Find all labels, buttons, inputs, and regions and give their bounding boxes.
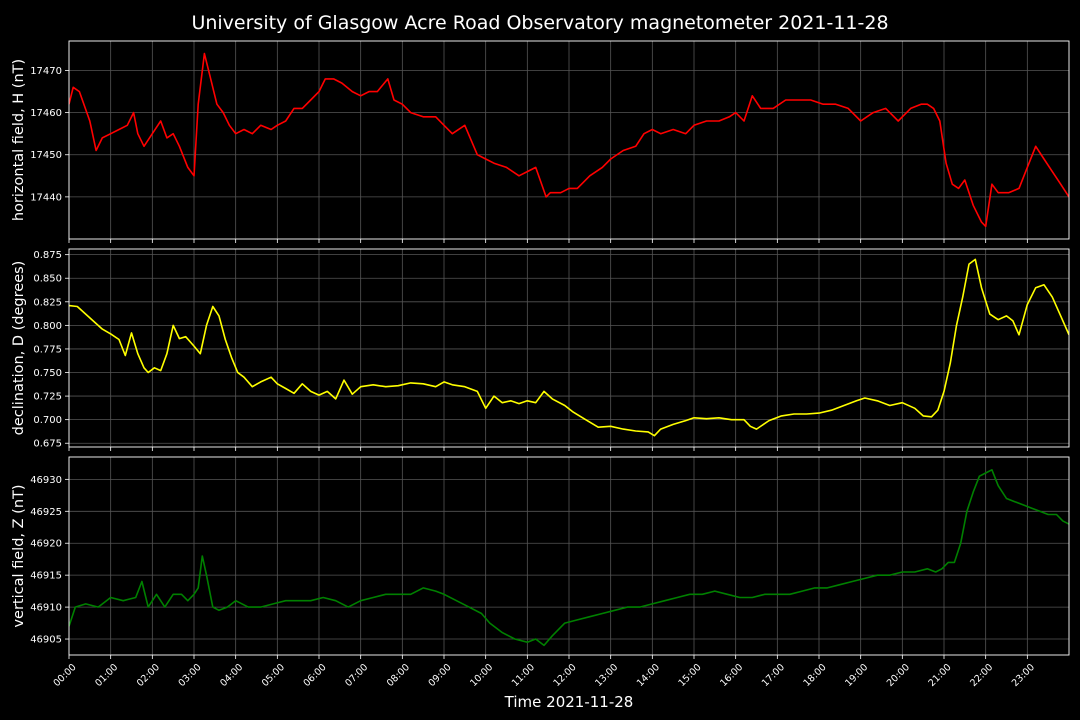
y-tick-label: 0.675 [33, 439, 62, 450]
x-tick-label: 10:00 [468, 662, 495, 689]
axes-frame [68, 456, 1070, 656]
x-tick-label: 06:00 [302, 662, 329, 689]
figure-title: University of Glasgow Acre Road Observat… [191, 12, 888, 34]
series-line [69, 52, 1069, 228]
x-tick-label: 13:00 [593, 662, 620, 689]
x-tick-label: 16:00 [718, 662, 745, 689]
panel-1: 0.675 0.700 0.725 0.750 0.775 0.800 0.825 0.850… [11, 248, 1070, 451]
y-axis-label: vertical field, Z (nT) [11, 484, 27, 627]
x-tick-label: 18:00 [802, 662, 829, 689]
y-axis-label: declination, D (degrees) [11, 261, 27, 436]
y-tick-label: 0.700 [33, 415, 62, 426]
y-axis-label: horizontal field, H (nT) [11, 59, 27, 221]
x-tick-label: 00:00 [52, 662, 79, 689]
y-tick-label: 46910 [30, 603, 62, 614]
series-line [69, 469, 1069, 647]
x-tick-label: 05:00 [260, 662, 287, 689]
x-tick-label: 12:00 [552, 662, 579, 689]
y-tick-label: 0.875 [33, 250, 62, 261]
x-tick-label: 14:00 [635, 662, 662, 689]
y-tick-label: 46925 [30, 507, 62, 518]
y-tick-label: 0.800 [33, 321, 62, 332]
y-tick-label: 46905 [30, 635, 62, 646]
y-tick-label: 0.725 [33, 392, 62, 403]
y-tick-label: 17470 [30, 66, 62, 77]
x-tick-label: 21:00 [927, 662, 954, 689]
panel-2: 00:00 01:00 02:00 03:00 04:00 05:00 06:00 07:00… [11, 456, 1070, 689]
y-tick-label: 0.775 [33, 344, 62, 355]
x-axis-label: Time 2021-11-28 [504, 693, 634, 711]
x-tick-label: 02:00 [135, 662, 162, 689]
y-tick-label: 46915 [30, 571, 62, 582]
y-tick-label: 46930 [30, 475, 62, 486]
y-tick-label: 17460 [30, 108, 62, 119]
y-tick-label: 0.825 [33, 297, 62, 308]
y-tick-label: 17450 [30, 150, 62, 161]
x-tick-label: 11:00 [510, 662, 537, 689]
x-tick-label: 08:00 [385, 662, 412, 689]
x-tick-label: 01:00 [93, 662, 120, 689]
y-tick-label: 17440 [30, 192, 62, 203]
series-line [69, 258, 1069, 437]
axes-frame [68, 40, 1070, 240]
x-tick-label: 03:00 [177, 662, 204, 689]
x-tick-label: 17:00 [760, 662, 787, 689]
y-tick-label: 46920 [30, 539, 62, 550]
x-tick-label: 07:00 [343, 662, 370, 689]
x-tick-label: 09:00 [427, 662, 454, 689]
x-tick-label: 19:00 [843, 662, 870, 689]
x-tick-label: 22:00 [968, 662, 995, 689]
x-tick-label: 20:00 [885, 662, 912, 689]
axes-frame [68, 248, 1070, 448]
x-tick-label: 15:00 [677, 662, 704, 689]
x-tick-label: 23:00 [1010, 662, 1037, 689]
y-tick-label: 0.850 [33, 274, 62, 285]
x-tick-label: 04:00 [218, 662, 245, 689]
y-tick-label: 0.750 [33, 368, 62, 379]
